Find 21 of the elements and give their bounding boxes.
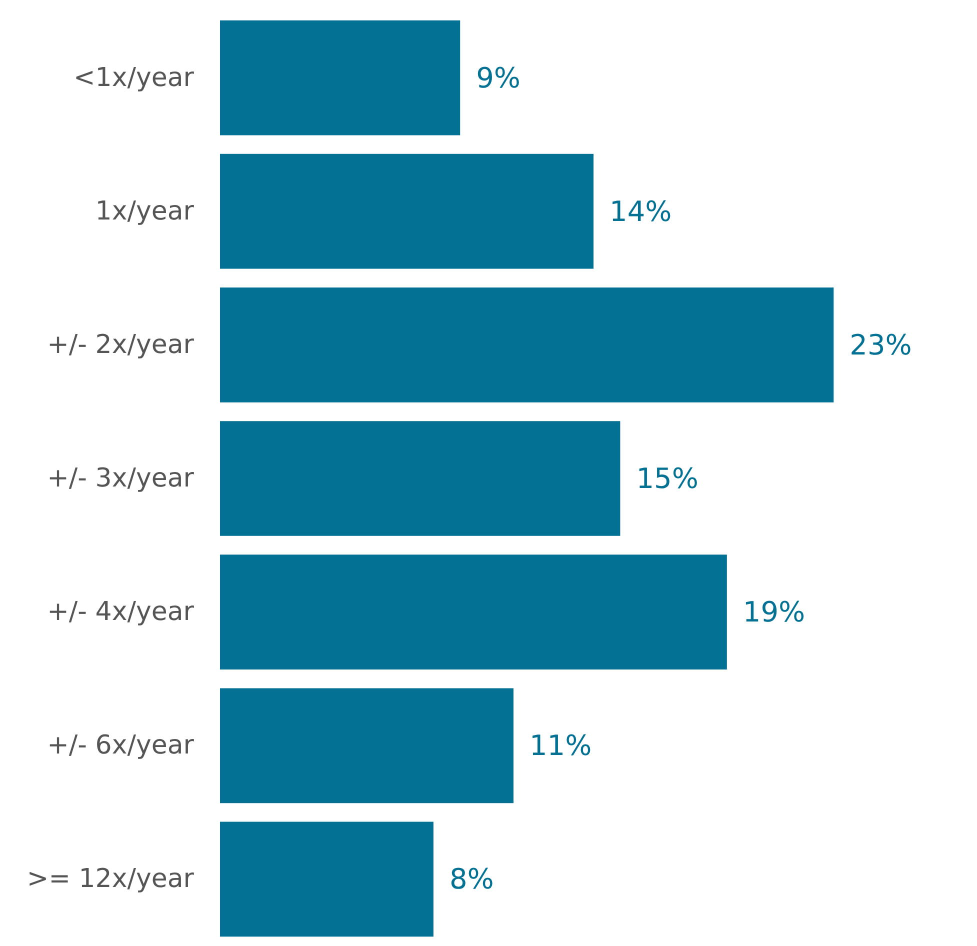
data-label: 15% [636,462,698,495]
bar [220,688,514,804]
y-tick-label: <1x/year [74,62,194,93]
y-tick-label: +/- 4x/year [47,597,194,628]
data-label: 14% [610,194,672,228]
data-label: 11% [529,729,592,762]
y-tick-label: 1x/year [95,196,194,226]
y-tick-label: +/- 6x/year [47,730,194,761]
data-label: 23% [850,328,912,362]
bar [220,421,620,536]
data-label: 19% [742,596,806,629]
bar [220,287,834,402]
bar [220,154,594,269]
y-tick-label: +/- 3x/year [47,464,194,494]
bar [220,822,434,937]
bar [220,554,727,670]
y-tick-label: +/- 2x/year [47,330,194,360]
bar [220,20,460,136]
data-label: 9% [476,61,521,94]
y-tick-label: >= 12x/year [26,864,194,894]
data-label: 8% [449,862,494,896]
